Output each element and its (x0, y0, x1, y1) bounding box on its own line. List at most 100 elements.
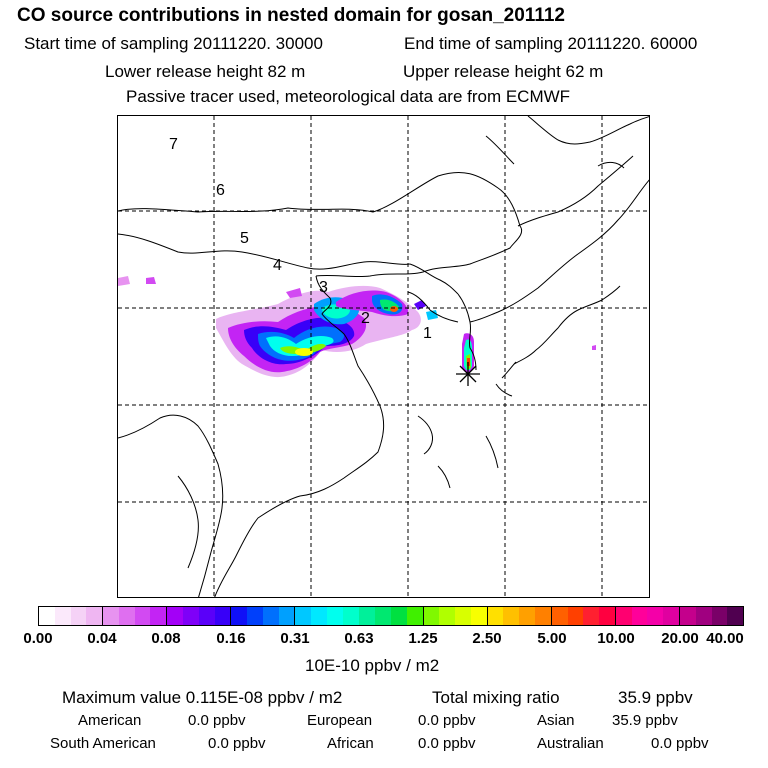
colorbar-swatch (231, 607, 248, 625)
colorbar-swatch (295, 607, 312, 625)
lower-release-height-label: Lower release height 82 m (105, 62, 306, 81)
colorbar-swatch (567, 607, 584, 625)
coastline-outlines (118, 116, 649, 597)
colorbar-swatch (599, 607, 615, 625)
colorbar-swatch (359, 607, 376, 625)
upper-release-height-label: Upper release height 62 m (403, 62, 604, 81)
colorbar-tick: 0.04 (87, 630, 117, 647)
colorbar-segment (551, 607, 616, 625)
colorbar-swatch (103, 607, 119, 625)
concentration-plume (118, 276, 596, 378)
end-time-label: End time of sampling 20111220. 60000 (404, 34, 698, 53)
colorbar-swatch (278, 607, 295, 625)
colorbar-swatch (535, 607, 551, 625)
colorbar-swatch (198, 607, 215, 625)
colorbar-swatch (54, 607, 71, 625)
colorbar-tick: 20.00 (661, 630, 699, 647)
colorbar-tick: 0.31 (280, 630, 310, 647)
colorbar-swatch (326, 607, 343, 625)
european-value: 0.0 ppbv (418, 712, 476, 729)
colorbar-swatch (86, 607, 103, 625)
colorbar-tick: 0.63 (344, 630, 374, 647)
colorbar-swatch (679, 607, 696, 625)
region-number-7: 7 (169, 136, 178, 153)
region-number-1: 1 (423, 325, 432, 342)
african-value: 0.0 ppbv (418, 735, 476, 752)
colorbar-segment (487, 607, 552, 625)
colorbar-swatch (695, 607, 712, 625)
colorbar-swatch (182, 607, 199, 625)
asian-value: 35.9 ppbv (612, 712, 678, 729)
colorbar-segment (295, 607, 360, 625)
colorbar-swatch (439, 607, 456, 625)
colorbar-segment (167, 607, 232, 625)
colorbar-segment (231, 607, 296, 625)
colorbar-swatch (631, 607, 648, 625)
european-label: European (307, 712, 373, 729)
colorbar-tick: 0.08 (151, 630, 181, 647)
region-number-5: 5 (240, 230, 249, 247)
colorbar-swatch (423, 607, 440, 625)
start-time-label: Start time of sampling 20111220. 30000 (24, 34, 323, 53)
colorbar-tick: 10.00 (597, 630, 635, 647)
colorbar-units-label: 10E-10 ppbv / m2 (305, 656, 440, 675)
colorbar-segment (103, 607, 168, 625)
colorbar-swatch (551, 607, 568, 625)
colorbar-swatch (647, 607, 664, 625)
colorbar-tick: 0.16 (216, 630, 246, 647)
colorbar-segment (679, 607, 744, 625)
maximum-value-label: Maximum value 0.115E-08 ppbv / m2 (62, 688, 343, 707)
american-label: American (78, 712, 142, 729)
colorbar-swatch (134, 607, 151, 625)
asian-label: Asian (537, 712, 575, 729)
colorbar-tick: 5.00 (537, 630, 567, 647)
receptor-asterisk-marker (456, 362, 480, 386)
colorbar-swatch (167, 607, 183, 625)
colorbar-swatch (727, 607, 744, 625)
colorbar-swatch (503, 607, 520, 625)
colorbar-swatch (311, 607, 327, 625)
colorbar-swatch (375, 607, 392, 625)
colorbar-swatch (262, 607, 279, 625)
region-number-6: 6 (216, 182, 225, 199)
colorbar-swatch (342, 607, 359, 625)
colorbar-segment (359, 607, 424, 625)
graticule-grid (118, 116, 649, 597)
colorbar-swatch (711, 607, 728, 625)
african-label: African (327, 735, 374, 752)
south-american-label: South American (50, 735, 156, 752)
total-mixing-ratio-label: Total mixing ratio (432, 688, 560, 707)
colorbar-swatch (519, 607, 535, 625)
map-canvas: 7 6 5 4 3 2 1 (118, 116, 649, 597)
tracer-info-label: Passive tracer used, meteorological data… (126, 87, 571, 106)
colorbar-swatch (583, 607, 600, 625)
colorbar-swatch (455, 607, 471, 625)
plot-title: CO source contributions in nested domain… (17, 5, 565, 26)
american-value: 0.0 ppbv (188, 712, 246, 729)
south-american-value: 0.0 ppbv (208, 735, 266, 752)
colorbar-swatch (391, 607, 407, 625)
colorbar-swatch (247, 607, 263, 625)
region-number-2: 2 (361, 310, 370, 327)
colorbar-tick: 40.00 (706, 630, 744, 647)
colorbar-swatch (39, 607, 55, 625)
australian-label: Australian (537, 735, 604, 752)
colorbar-segment (615, 607, 680, 625)
region-number-3: 3 (319, 279, 328, 296)
region-number-4: 4 (273, 257, 282, 274)
colorbar-swatch (150, 607, 167, 625)
colorbar-swatch (487, 607, 504, 625)
colorbar-tick: 2.50 (472, 630, 502, 647)
colorbar-swatch (663, 607, 679, 625)
colorbar-swatch (70, 607, 87, 625)
colorbar-tick: 0.00 (23, 630, 53, 647)
colorbar-segment (39, 607, 104, 625)
colorbar-tick-labels: 0.00 0.04 0.08 0.16 0.31 0.63 1.25 2.50 … (0, 630, 768, 650)
colorbar-segment (423, 607, 488, 625)
colorbar-tick: 1.25 (408, 630, 438, 647)
australian-value: 0.0 ppbv (651, 735, 709, 752)
colorbar-swatch (615, 607, 632, 625)
colorbar-swatch (118, 607, 135, 625)
total-mixing-ratio-value: 35.9 ppbv (618, 688, 693, 707)
map-panel: 7 6 5 4 3 2 1 (117, 115, 650, 598)
